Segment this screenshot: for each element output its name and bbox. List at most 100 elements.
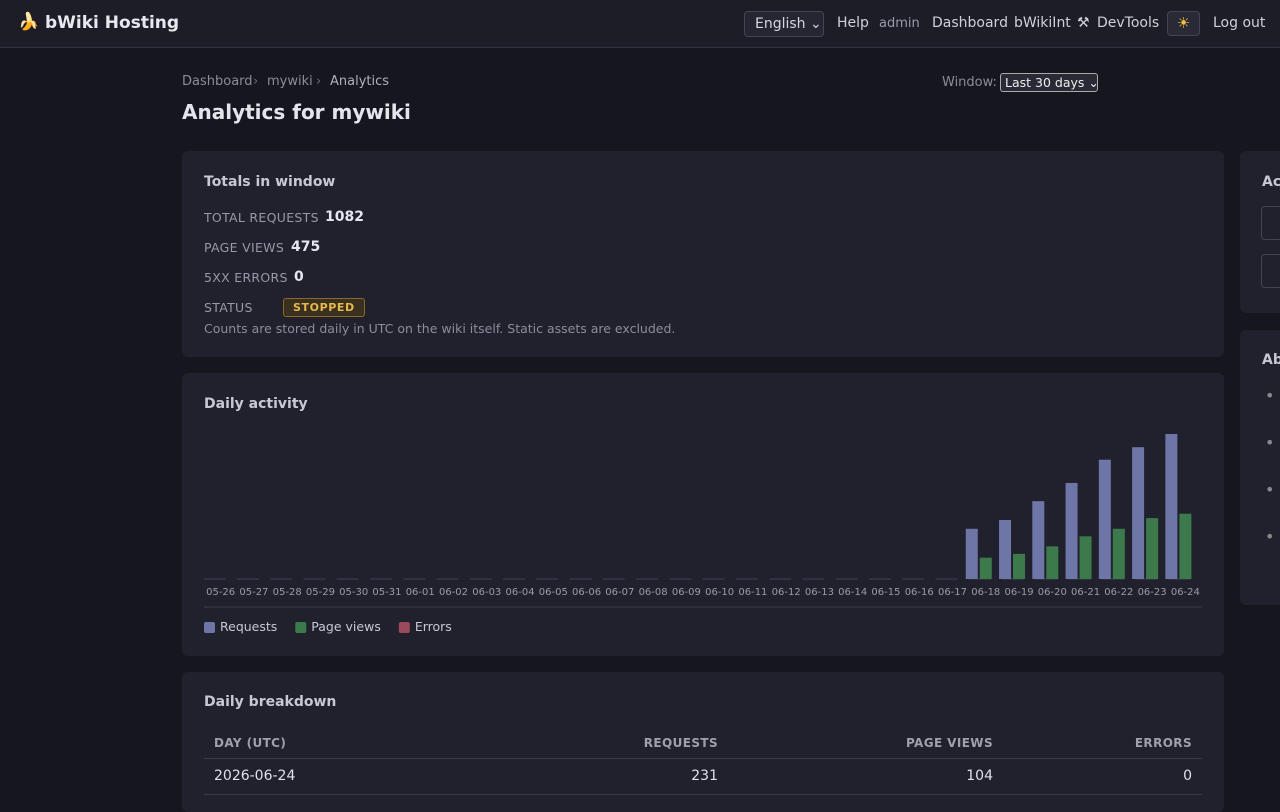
row-divider	[204, 794, 1202, 795]
x-tick-label: 06-20	[1038, 587, 1067, 598]
bar	[1046, 546, 1059, 579]
bar	[1112, 528, 1125, 579]
nav-link[interactable]: Help	[837, 15, 869, 31]
bullet: •	[1265, 386, 1275, 405]
x-tick-label: 05-30	[339, 587, 368, 598]
breadcrumb-link[interactable]: Dashboard	[182, 74, 253, 89]
breadcrumb-link[interactable]: mywiki	[267, 74, 313, 89]
page-title: Analytics for mywiki	[182, 100, 411, 124]
x-tick-label: 06-13	[805, 587, 834, 598]
card-title: Act	[1262, 174, 1280, 190]
x-tick-label: 06-24	[1171, 587, 1200, 598]
x-tick-label: 06-10	[705, 587, 734, 598]
bar	[1165, 434, 1178, 579]
stat-value: 1082	[325, 209, 364, 225]
note: Counts are stored daily in UTC on the wi…	[204, 321, 676, 336]
actions-card: Act	[1240, 151, 1280, 313]
top-bar: 🍌 bWiki Hosting English ⌄ Help admin Das…	[0, 0, 1280, 48]
x-tick-label: 06-23	[1138, 587, 1167, 598]
column-header: PAGE VIEWS	[905, 736, 993, 750]
bar	[1032, 501, 1045, 579]
x-tick-label: 06-03	[472, 587, 501, 598]
window-option: Last 30 days	[1005, 75, 1085, 90]
stat-label: PAGE VIEWS	[204, 240, 285, 255]
x-tick-label: 06-09	[672, 587, 701, 598]
x-tick-label: 06-02	[439, 587, 468, 598]
legend-swatch	[295, 622, 307, 633]
x-tick-label: 06-18	[971, 587, 1000, 598]
column-header: ERRORS	[1134, 736, 1192, 750]
x-tick-label: 05-31	[372, 587, 401, 598]
status-badge: STOPPED	[283, 298, 365, 317]
x-tick-label: 06-17	[938, 587, 967, 598]
separator: ›	[253, 74, 259, 89]
breadcrumb-current: Analytics	[330, 74, 390, 89]
x-tick-label: 06-14	[838, 587, 867, 598]
action-button[interactable]	[1261, 254, 1280, 288]
column-header: DAY (UTC)	[214, 736, 287, 750]
x-tick-label: 06-11	[738, 587, 767, 598]
x-tick-label: 05-28	[273, 587, 302, 598]
stat-label: 5XX ERRORS	[204, 270, 288, 285]
language-select[interactable]: English ⌄	[744, 11, 824, 37]
bullet: •	[1265, 527, 1275, 546]
bar	[1079, 536, 1092, 579]
bar	[979, 557, 992, 579]
x-tick-label: 06-05	[539, 587, 568, 598]
window-select[interactable]: Last 30 days ⌄	[1000, 73, 1099, 92]
x-tick-label: 06-08	[639, 587, 668, 598]
row-divider	[204, 758, 1202, 759]
bar	[1179, 513, 1192, 579]
x-tick-label: 06-21	[1071, 587, 1100, 598]
nav-link[interactable]: Log out	[1213, 15, 1266, 31]
x-tick-label: 05-29	[306, 587, 335, 598]
legend-label: Errors	[415, 619, 452, 634]
user: admin	[879, 16, 920, 31]
x-tick-label: 06-12	[772, 587, 801, 598]
about-card: Ab • • • •	[1240, 330, 1280, 605]
bar	[1013, 553, 1026, 579]
x-tick-label: 06-16	[905, 587, 934, 598]
bullet: •	[1265, 433, 1275, 452]
chart: 05-26 05-27 05-28 05-29 05-30 05-31 06-01 06-02…	[203, 434, 1202, 634]
legend-label: Requests	[220, 619, 277, 634]
brand[interactable]: bWiki Hosting	[45, 13, 180, 33]
window-label: Window:	[942, 75, 997, 90]
x-tick-label: 05-27	[239, 587, 268, 598]
x-tick-label: 06-19	[1005, 587, 1034, 598]
bar	[1098, 459, 1111, 579]
chart-title: Daily activity	[204, 396, 308, 412]
bar	[1065, 482, 1078, 579]
cell: 2026-06-24	[214, 768, 296, 784]
nav-link[interactable]: DevTools	[1097, 15, 1160, 31]
x-tick-label: 06-22	[1104, 587, 1133, 598]
bar	[1132, 447, 1145, 579]
x-tick-label: 06-06	[572, 587, 601, 598]
logo-icon: 🍌	[18, 12, 40, 32]
stat-label: TOTAL REQUESTS	[204, 210, 319, 225]
cell: 231	[691, 768, 718, 784]
column-header: REQUESTS	[643, 736, 718, 750]
chart-card: Daily activity 05-26 05-27 05-28 05-29 05-30…	[182, 373, 1224, 656]
nav-link[interactable]: bWikiInt	[1014, 15, 1071, 31]
bullet: •	[1265, 480, 1275, 499]
cell: 0	[1183, 768, 1192, 784]
legend-swatch	[204, 622, 215, 633]
totals-card: Totals in window TOTAL REQUESTS 1082 PAG…	[182, 151, 1224, 357]
cell: 104	[966, 768, 993, 784]
bar	[1146, 518, 1159, 579]
card-title: Ab	[1262, 352, 1280, 368]
action-button[interactable]	[1261, 206, 1280, 240]
legend-swatch	[398, 622, 410, 633]
nav-link[interactable]: Dashboard	[932, 15, 1008, 31]
card-title: Daily breakdown	[204, 694, 337, 710]
theme-toggle[interactable]: ☀	[1167, 11, 1200, 36]
stat-label: STATUS	[204, 300, 253, 315]
x-tick-label: 05-26	[206, 587, 235, 598]
stat-value: 475	[291, 239, 321, 255]
breakdown-card: Daily breakdown DAY (UTC) REQUESTS PAGE …	[182, 672, 1224, 812]
legend-label: Page views	[311, 619, 381, 634]
language: English	[755, 16, 806, 32]
separator: ›	[316, 74, 322, 89]
